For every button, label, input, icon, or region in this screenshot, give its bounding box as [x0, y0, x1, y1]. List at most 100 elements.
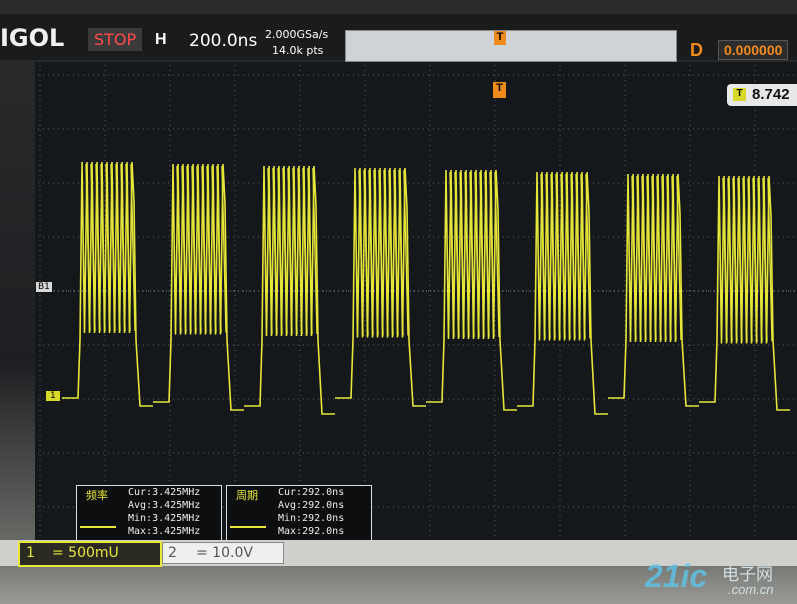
measurement-title: 周期: [236, 489, 258, 502]
waveform-trace: [388, 169, 394, 336]
waveform-trace: [671, 175, 677, 341]
waveform-trace: [651, 175, 657, 341]
timebase-label: H: [155, 31, 167, 48]
measurement-value: Min:3.425MHz: [128, 513, 201, 524]
waveform-trace: [565, 173, 571, 339]
waveform-trace: [368, 169, 374, 336]
waveform-trace: [312, 167, 318, 335]
ch1-box: [18, 541, 162, 567]
waveform-trace: [474, 171, 480, 338]
trigger-level: 8.742: [752, 86, 790, 103]
waveform-trace: [403, 169, 409, 336]
waveform-trace: [747, 177, 753, 342]
waveform-trace: [186, 165, 192, 333]
waveform-trace: [585, 173, 591, 339]
waveform-trace: [767, 177, 773, 342]
waveform-trace: [656, 175, 662, 341]
waveform: [62, 161, 790, 415]
timebase: 200.0ns: [189, 31, 258, 51]
waveform-trace: [727, 177, 733, 342]
waveform-trace: [752, 177, 758, 342]
waveform-trace: [363, 169, 369, 336]
waveform-trace: [757, 177, 763, 342]
waveform-trace: [221, 165, 227, 333]
waveform-trace: [282, 167, 288, 335]
waveform-trace: [732, 177, 738, 342]
waveform-trace: [737, 177, 743, 342]
waveform-trace: [297, 167, 303, 335]
waveform-trace: [722, 177, 728, 342]
waveform-trace: [641, 175, 647, 341]
waveform-trace: [464, 171, 470, 338]
waveform-trace: [550, 173, 556, 339]
measurement-icon: [230, 508, 266, 528]
waveform-trace: [125, 163, 131, 332]
waveform-trace: [676, 175, 682, 341]
measurement-value: Cur:292.0ns: [278, 487, 345, 498]
waveform-trace: [742, 177, 748, 342]
waveform-trace: [176, 165, 182, 333]
waveform-trace: [459, 171, 465, 338]
measurement-value: Cur:3.425MHz: [128, 487, 201, 498]
waveform-trace: [378, 169, 384, 336]
waveform-trace: [85, 163, 91, 332]
waveform-trace: [100, 163, 106, 332]
memory-bar: [345, 30, 677, 62]
trigger-level-icon: T: [733, 88, 746, 101]
ch1-marker: 1: [46, 391, 60, 401]
waveform-trace: [307, 167, 313, 335]
waveform-trace: [489, 171, 495, 338]
measurement-value: Avg:3.425MHz: [128, 500, 201, 511]
waveform-trace: [196, 165, 202, 333]
trigger-position: T: [493, 82, 506, 98]
waveform-trace: [484, 171, 490, 338]
waveform-trace: [479, 171, 485, 338]
waveform-trace: [545, 173, 551, 339]
measurement-icon: [80, 508, 116, 528]
waveform-trace: [201, 165, 207, 333]
waveform-trace: [631, 175, 637, 341]
measurement-value: Max:3.425MHz: [128, 526, 201, 537]
waveform-trace: [575, 173, 581, 339]
waveform-trace: [469, 171, 475, 338]
status: STOP: [88, 28, 143, 51]
delay: 0.000000: [718, 40, 789, 60]
waveform-trace: [373, 169, 379, 336]
waveform-trace: [661, 175, 667, 341]
waveform-trace: [277, 167, 283, 335]
sample-rate: 2.000GSa/s: [265, 28, 329, 41]
waveform-trace: [646, 175, 652, 341]
waveform-trace: [181, 165, 187, 333]
waveform-trace: [383, 169, 389, 336]
waveform-trace: [454, 171, 460, 338]
waveform-trace: [287, 167, 293, 335]
plot-area: [35, 62, 797, 542]
measurement-title: 频率: [86, 489, 108, 502]
waveform-trace: [358, 169, 364, 336]
ch2-scale: = 10.0V: [196, 545, 253, 561]
waveform-trace: [267, 167, 273, 335]
waveform-trace: [105, 163, 111, 332]
measurement-value: Max:292.0ns: [278, 526, 345, 537]
trigger-marker: T: [494, 31, 506, 45]
memory-depth: 14.0k pts: [272, 44, 324, 57]
waveform-trace: [216, 165, 222, 333]
waveform-trace: [211, 165, 217, 333]
waveform-trace: [449, 171, 455, 338]
waveform-trace: [130, 163, 136, 332]
waveform-trace: [292, 167, 298, 335]
watermark-domain: .com.cn: [728, 582, 774, 597]
brand: IGOL: [0, 24, 65, 52]
waveform-trace: [110, 163, 116, 332]
b1-marker: B1: [36, 282, 52, 292]
waveform-trace: [560, 173, 566, 339]
waveform-trace: [494, 171, 500, 338]
waveform-trace: [191, 165, 197, 333]
ch2-number: 2: [168, 545, 177, 561]
waveform-trace: [302, 167, 308, 335]
waveform-trace: [666, 175, 672, 341]
waveform-trace: [762, 177, 768, 342]
delay-label: D: [690, 40, 703, 60]
